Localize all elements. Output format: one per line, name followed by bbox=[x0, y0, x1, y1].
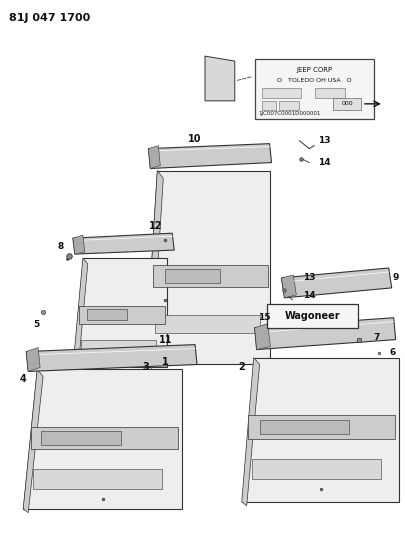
Text: 14: 14 bbox=[317, 158, 330, 167]
Polygon shape bbox=[31, 427, 178, 449]
Bar bbox=[41, 431, 120, 445]
Polygon shape bbox=[73, 258, 87, 372]
Polygon shape bbox=[247, 415, 394, 439]
Polygon shape bbox=[145, 171, 163, 368]
Polygon shape bbox=[79, 306, 165, 324]
Text: 15: 15 bbox=[258, 313, 270, 322]
Polygon shape bbox=[23, 369, 182, 508]
Bar bbox=[259, 420, 348, 434]
Bar bbox=[165, 269, 220, 283]
Polygon shape bbox=[23, 369, 43, 513]
Text: 2: 2 bbox=[238, 362, 245, 373]
Polygon shape bbox=[281, 275, 296, 298]
Text: 1JC007C0001D000001: 1JC007C0001D000001 bbox=[258, 111, 320, 116]
Text: 11: 11 bbox=[158, 335, 172, 345]
Text: 3: 3 bbox=[142, 362, 148, 373]
Text: 81J 047 1700: 81J 047 1700 bbox=[9, 13, 90, 23]
Text: 1: 1 bbox=[162, 357, 168, 367]
Polygon shape bbox=[153, 265, 267, 287]
Bar bbox=[251, 459, 380, 479]
Bar bbox=[33, 469, 162, 489]
Polygon shape bbox=[73, 258, 167, 367]
FancyBboxPatch shape bbox=[266, 304, 357, 328]
Bar bbox=[261, 101, 275, 110]
Text: 9: 9 bbox=[392, 273, 398, 282]
Polygon shape bbox=[281, 268, 391, 298]
Polygon shape bbox=[254, 324, 270, 350]
Polygon shape bbox=[26, 345, 196, 372]
Polygon shape bbox=[148, 146, 160, 168]
Text: 7: 7 bbox=[373, 333, 379, 342]
Text: 13: 13 bbox=[302, 273, 315, 282]
Bar bbox=[279, 101, 298, 110]
Text: 5: 5 bbox=[33, 320, 39, 329]
Polygon shape bbox=[26, 348, 40, 372]
Bar bbox=[261, 88, 301, 98]
Text: 13: 13 bbox=[317, 136, 330, 145]
Text: 6: 6 bbox=[389, 348, 395, 357]
Polygon shape bbox=[254, 318, 395, 350]
Text: 12: 12 bbox=[148, 221, 162, 231]
Polygon shape bbox=[205, 56, 234, 101]
Text: 10: 10 bbox=[188, 134, 201, 144]
Polygon shape bbox=[73, 235, 85, 254]
Text: JEEP CORP: JEEP CORP bbox=[295, 67, 331, 73]
Bar bbox=[254, 59, 373, 119]
Polygon shape bbox=[148, 144, 271, 168]
Text: Wagoneer: Wagoneer bbox=[284, 311, 339, 321]
Text: 8: 8 bbox=[58, 241, 64, 251]
Polygon shape bbox=[241, 358, 398, 502]
Bar bbox=[87, 309, 126, 320]
Bar bbox=[314, 88, 344, 98]
Polygon shape bbox=[73, 233, 174, 254]
Bar bbox=[332, 98, 360, 110]
Bar bbox=[81, 340, 156, 353]
Polygon shape bbox=[241, 358, 259, 506]
Bar bbox=[155, 315, 259, 333]
Text: O   TOLEDO OH USA   O: O TOLEDO OH USA O bbox=[276, 78, 351, 84]
Polygon shape bbox=[145, 171, 269, 365]
Text: 000: 000 bbox=[340, 101, 352, 107]
Text: 14: 14 bbox=[302, 292, 315, 301]
Text: 4: 4 bbox=[20, 374, 27, 384]
